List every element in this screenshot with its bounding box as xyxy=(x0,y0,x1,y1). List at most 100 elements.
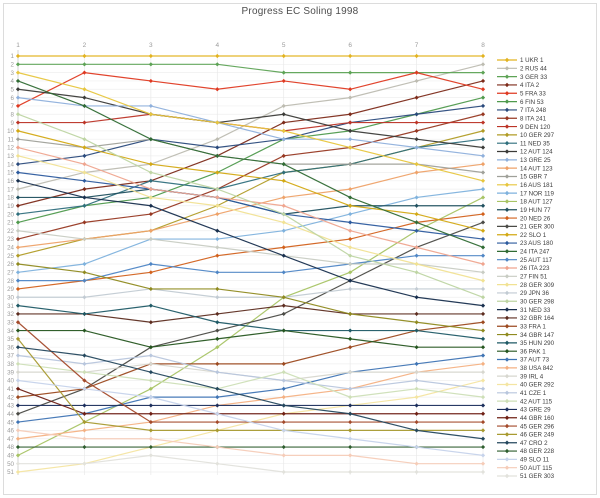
series-point xyxy=(15,95,21,100)
x-tick-label: 1 xyxy=(16,42,20,49)
series-point xyxy=(480,328,486,333)
legend-label: 33 FRA 1 xyxy=(520,323,546,330)
series-point xyxy=(148,261,153,267)
y-tick-label: 19 xyxy=(7,203,14,210)
legend-label: 3 GER 33 xyxy=(520,74,548,81)
legend-marker xyxy=(504,274,510,279)
series-point xyxy=(414,286,419,292)
series-point xyxy=(281,378,286,383)
series-point xyxy=(348,261,353,267)
series-point xyxy=(480,345,486,350)
x-tick-label: 4 xyxy=(215,42,219,49)
legend-item: 11 NED 35 xyxy=(497,140,550,147)
series-point xyxy=(480,70,486,75)
series-point xyxy=(15,395,21,400)
series-point xyxy=(82,145,87,150)
series-point xyxy=(82,120,87,125)
series-point xyxy=(82,311,87,317)
series-point xyxy=(148,345,153,350)
series-point xyxy=(480,395,486,400)
series-point xyxy=(480,286,486,292)
series-point xyxy=(281,386,286,391)
series-point xyxy=(480,453,486,458)
series-point xyxy=(281,103,286,109)
series-point xyxy=(348,187,353,192)
y-tick-label: 48 xyxy=(7,444,14,451)
series-point xyxy=(348,203,353,208)
legend-marker xyxy=(504,149,510,154)
series-point xyxy=(215,403,220,408)
legend-item: 24 ITA 247 xyxy=(497,249,550,256)
y-tick-label: 20 xyxy=(7,211,14,218)
series-line xyxy=(18,304,484,323)
series-point xyxy=(15,78,21,84)
series-point xyxy=(414,270,419,275)
series-point xyxy=(15,87,21,92)
series-point xyxy=(15,220,21,225)
series-point xyxy=(414,295,419,300)
series-point xyxy=(215,195,220,200)
series-point xyxy=(281,203,286,208)
y-tick-label: 21 xyxy=(7,220,14,227)
series-point xyxy=(480,370,486,375)
series-point xyxy=(414,70,419,75)
series-point xyxy=(348,128,353,133)
legend-item: 46 GER 249 xyxy=(497,432,555,439)
series-point xyxy=(480,128,486,133)
series-point xyxy=(414,162,419,167)
legend-item: 49 SLO 11 xyxy=(497,457,550,464)
y-tick-label: 38 xyxy=(7,361,14,368)
series-point xyxy=(215,187,220,192)
y-tick-label: 18 xyxy=(7,195,14,202)
series-line xyxy=(17,180,484,307)
series-point xyxy=(414,386,419,391)
series-point xyxy=(82,428,87,433)
series-point xyxy=(15,436,21,441)
series-point xyxy=(148,320,153,325)
series-point xyxy=(281,211,286,217)
legend-label: 18 AUT 127 xyxy=(520,199,553,206)
series-point xyxy=(215,345,220,350)
y-tick-label: 49 xyxy=(7,453,14,460)
series-point xyxy=(148,395,153,400)
series-point xyxy=(15,128,21,133)
series-point xyxy=(15,120,21,125)
legend-marker xyxy=(504,199,510,204)
series-point xyxy=(414,403,419,408)
legend-marker xyxy=(504,382,510,387)
legend-label: 20 NED 26 xyxy=(520,215,551,222)
series-point xyxy=(348,336,353,341)
series-point xyxy=(480,278,486,283)
series-point xyxy=(480,53,486,59)
series-point xyxy=(480,178,486,183)
series-point xyxy=(148,203,153,208)
legend-label: 38 USA 842 xyxy=(520,365,554,372)
series-point xyxy=(480,261,486,267)
legend-marker xyxy=(504,91,510,96)
series-point xyxy=(281,370,286,375)
series-point xyxy=(148,270,153,275)
legend-item: 25 AUT 117 xyxy=(497,257,553,264)
legend-item: 50 AUT 115 xyxy=(497,465,553,472)
legend-label: 43 GRE 29 xyxy=(520,407,551,414)
legend-item: 10 GER 297 xyxy=(497,132,555,139)
legend-label: 13 GRE 25 xyxy=(520,157,551,164)
series-point xyxy=(348,195,353,200)
legend-item: 3 GER 33 xyxy=(497,74,548,81)
legend-marker xyxy=(504,240,510,246)
legend-label: 46 GER 249 xyxy=(520,432,555,439)
series-point xyxy=(281,137,286,142)
legend-label: 26 ITA 223 xyxy=(520,265,550,272)
series-point xyxy=(82,361,87,366)
series-point xyxy=(414,145,419,150)
series-point xyxy=(348,112,353,117)
series-point xyxy=(148,178,153,183)
legend-marker xyxy=(504,99,510,104)
legend-item: 15 GBR 7 xyxy=(497,174,548,181)
legend-item: 34 GBR 147 xyxy=(497,332,555,339)
series-point xyxy=(414,428,419,433)
series-point xyxy=(15,303,21,308)
legend-label: 45 GER 296 xyxy=(520,423,555,430)
series-point xyxy=(281,70,286,75)
legend-label: 23 AUS 180 xyxy=(520,240,554,247)
